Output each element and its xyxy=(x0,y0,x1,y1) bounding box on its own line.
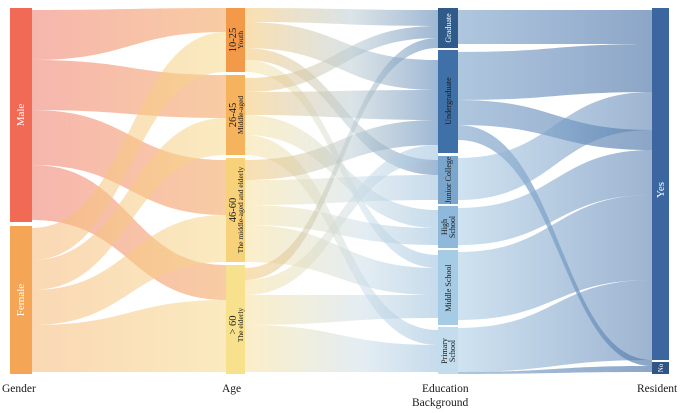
resident-no-label: No xyxy=(657,363,665,372)
link-edu6-yes xyxy=(458,280,652,372)
link-female-age2 xyxy=(32,118,226,290)
age2-sub: Middle-aged xyxy=(236,96,245,135)
link-age1-edu1 xyxy=(245,8,438,26)
edu4-label: High xyxy=(440,219,449,235)
link-age3-edu3 xyxy=(245,175,438,205)
node-edu-primary xyxy=(438,327,458,374)
link-female-age4 xyxy=(32,300,226,372)
link-age4-edu3 xyxy=(245,145,438,295)
column-label-gender: Gender xyxy=(2,383,36,395)
column-label-resident: Resident xyxy=(637,383,678,395)
link-edu4-yes xyxy=(458,150,652,245)
age3-label: 46-60 xyxy=(228,198,239,223)
education-nodes: Graduate Undergraduate Junior College Hi… xyxy=(438,8,458,374)
age4-label: > 60 xyxy=(228,315,239,334)
edu6-label: Primary xyxy=(440,338,449,364)
link-age3-edu5 xyxy=(245,225,438,295)
link-age2-edu1 xyxy=(245,26,438,92)
edu1-label: Graduate xyxy=(444,13,453,43)
node-age-middle-elderly xyxy=(226,158,245,262)
link-female-age3 xyxy=(32,215,226,325)
node-edu-graduate xyxy=(438,8,458,48)
link-age3-edu2 xyxy=(245,120,438,180)
column-labels: Gender Age Education Background Resident xyxy=(2,383,678,409)
link-female-age1 xyxy=(32,32,226,260)
link-age2-edu2 xyxy=(245,90,438,120)
link-edu2-yes-a xyxy=(458,44,652,100)
link-age4-edu6 xyxy=(245,325,438,372)
link-age2-edu4 xyxy=(245,115,438,228)
edu2-label: Undergraduate xyxy=(444,77,453,125)
link-edu5-yes xyxy=(458,195,652,320)
edu4-label-b: School xyxy=(448,215,457,238)
link-edu3-yes xyxy=(458,92,652,200)
node-resident-no xyxy=(652,362,669,374)
node-age-elderly xyxy=(226,265,245,374)
node-age-middle xyxy=(226,75,245,155)
edu3-label: Junior College xyxy=(444,156,453,203)
links-gender-age xyxy=(32,8,226,372)
resident-yes-label: Yes xyxy=(655,182,667,198)
link-age2-edu6 xyxy=(245,135,438,345)
column-label-education-2: Background xyxy=(412,397,468,409)
node-edu-junior xyxy=(438,156,458,204)
age1-sub: Youth xyxy=(236,31,245,49)
node-edu-undergraduate xyxy=(438,50,458,153)
node-female-label: Female xyxy=(15,284,27,316)
links-education-resident xyxy=(458,10,652,374)
node-edu-middle xyxy=(438,250,458,325)
node-male-label: Male xyxy=(15,104,27,127)
column-label-education: Education xyxy=(422,383,469,395)
node-male xyxy=(10,8,32,222)
age-nodes: 10-25 Youth 26-45 Middle-aged 46-60 The … xyxy=(226,8,245,374)
link-age4-edu5 xyxy=(245,295,438,325)
link-edu1-yes xyxy=(458,10,652,44)
resident-nodes: Yes No xyxy=(652,8,669,374)
node-age-youth xyxy=(226,8,245,72)
age4-sub: The elderly xyxy=(236,308,245,343)
column-label-age: Age xyxy=(222,383,241,395)
node-edu-high xyxy=(438,206,458,248)
edu6-label-b: School xyxy=(448,339,457,362)
edu5-label: Middle School xyxy=(444,264,453,312)
gender-nodes: Male Female xyxy=(10,8,32,374)
link-age4-edu1 xyxy=(245,38,438,280)
node-resident-yes xyxy=(652,8,669,360)
age2-label: 26-45 xyxy=(228,103,239,128)
link-male-age1 xyxy=(32,8,226,60)
age1-label: 10-25 xyxy=(228,28,239,53)
node-female xyxy=(10,226,32,374)
age3-sub: The middle-aged and elderly xyxy=(236,167,245,254)
link-edu6-no xyxy=(458,366,652,374)
links-age-education xyxy=(245,8,438,372)
